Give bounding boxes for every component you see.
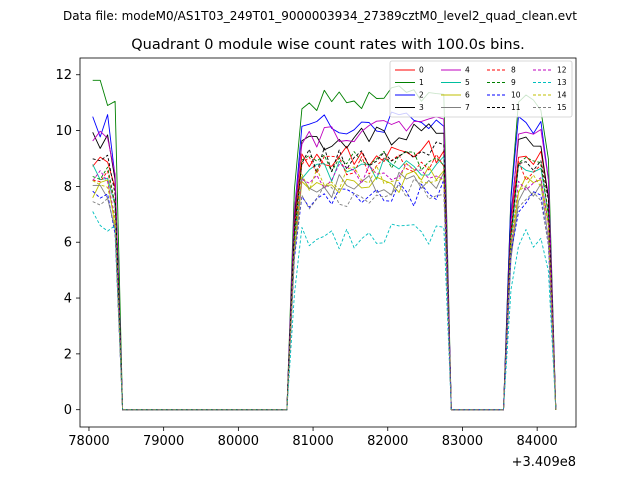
legend-label-13: 13 [557, 78, 567, 87]
chart-title: Quadrant 0 module wise count rates with … [131, 37, 525, 53]
y-tick-label: 4 [64, 292, 72, 307]
x-tick-label: 84000 [516, 434, 557, 449]
legend-label-8: 8 [511, 66, 516, 75]
y-axis: 0 2 4 6 8 10 12 [55, 68, 80, 418]
legend-label-2: 2 [419, 91, 424, 100]
y-tick-label: 10 [55, 124, 72, 139]
x-tick-label: 80000 [218, 434, 259, 449]
legend-label-6: 6 [465, 91, 470, 100]
legend-label-4: 4 [465, 66, 470, 75]
legend-label-3: 3 [419, 103, 424, 112]
legend-label-11: 11 [511, 103, 521, 112]
legend-label-14: 14 [557, 91, 567, 100]
legend-label-1: 1 [419, 78, 424, 87]
data-file-suptitle: Data file: modeM0/AS1T03_249T01_90000039… [63, 9, 577, 23]
y-tick-label: 12 [55, 68, 72, 83]
y-tick-label: 6 [64, 236, 72, 251]
legend-label-9: 9 [511, 78, 516, 87]
x-tick-label: 81000 [292, 434, 333, 449]
legend-label-15: 15 [557, 103, 567, 112]
x-tick-label: 83000 [442, 434, 483, 449]
plot-background [80, 58, 576, 427]
legend-label-0: 0 [419, 66, 424, 75]
x-offset-label: +3.409e8 [512, 455, 576, 470]
legend-label-10: 10 [511, 91, 521, 100]
series-line-15 [92, 178, 557, 411]
series-layer [92, 79, 557, 411]
x-axis: 78000 79000 80000 81000 82000 83000 84000 [68, 427, 558, 449]
legend-label-5: 5 [465, 78, 470, 87]
legend-label-12: 12 [557, 66, 567, 75]
plot-area [79, 57, 577, 428]
x-tick-label: 79000 [143, 434, 184, 449]
x-tick-label: 82000 [367, 434, 408, 449]
y-tick-label: 8 [64, 180, 72, 195]
legend-label-7: 7 [465, 103, 470, 112]
y-tick-label: 2 [64, 347, 72, 362]
y-tick-label: 0 [64, 403, 72, 418]
legend-box [389, 60, 573, 118]
x-tick-label: 78000 [68, 434, 109, 449]
